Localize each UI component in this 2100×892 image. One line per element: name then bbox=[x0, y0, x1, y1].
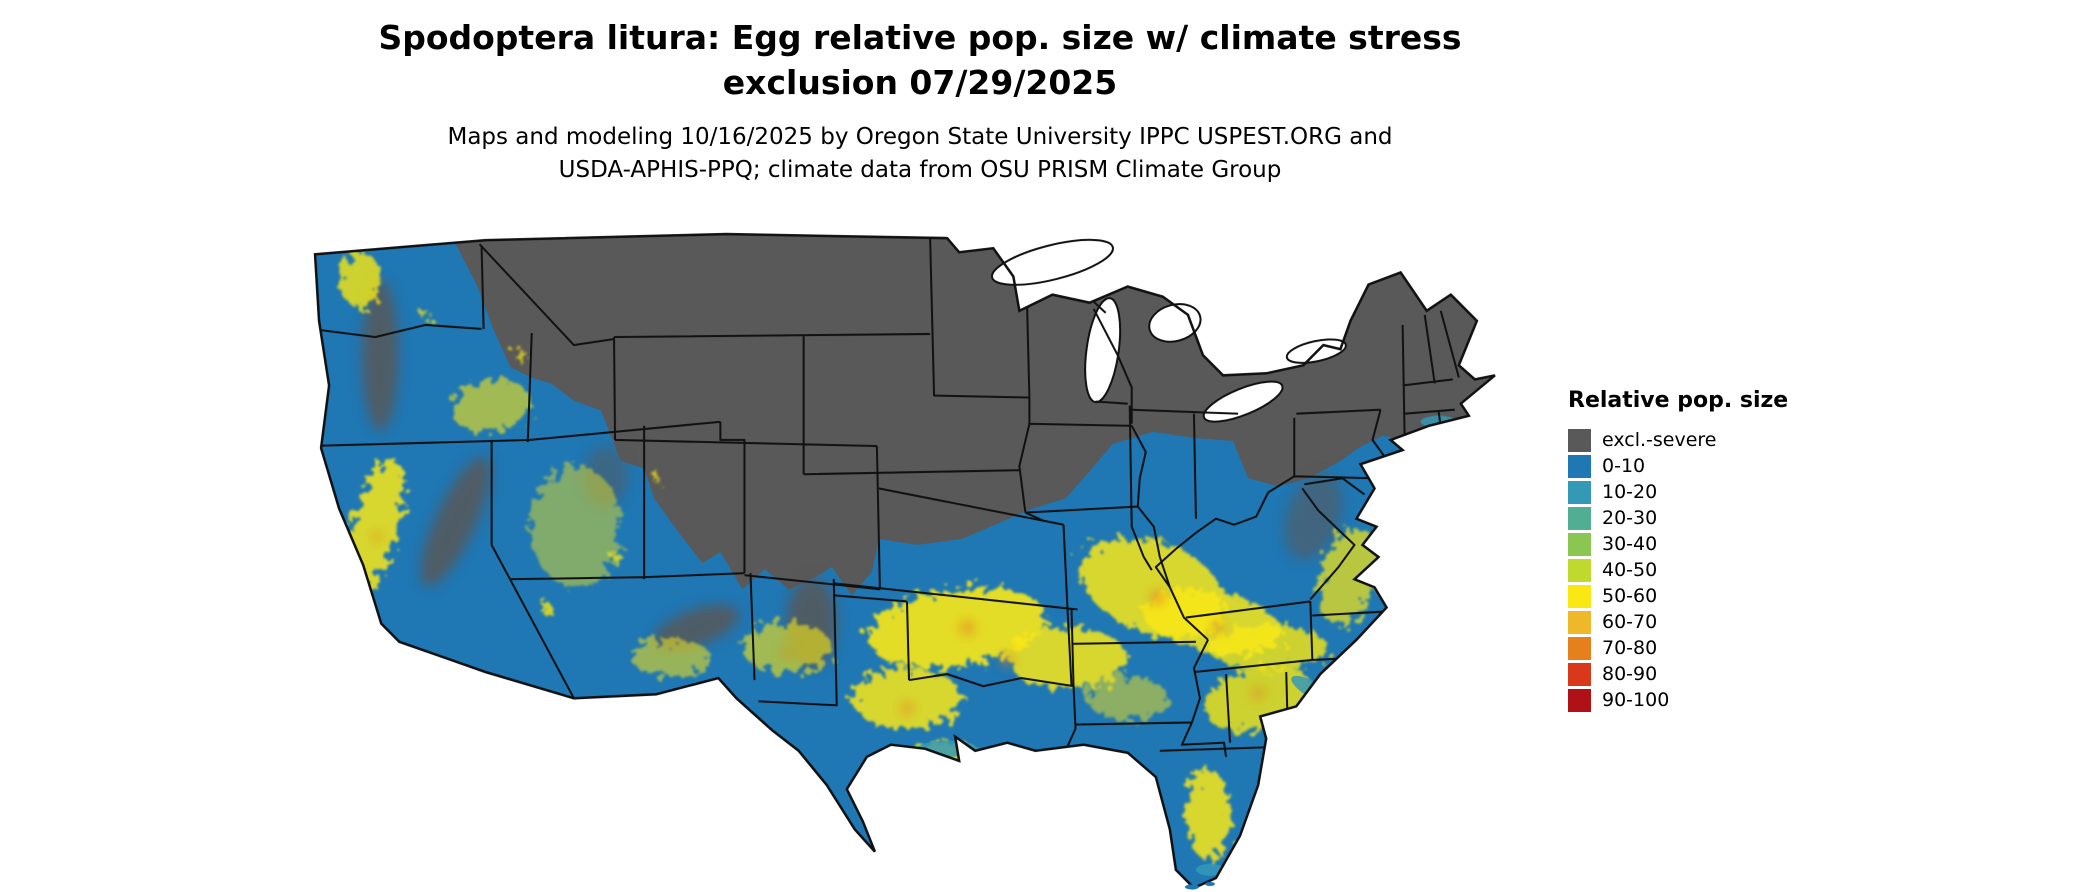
legend-swatch bbox=[1568, 662, 1591, 686]
legend-swatch bbox=[1568, 584, 1591, 608]
legend-swatch bbox=[1568, 558, 1591, 582]
legend-swatch bbox=[1568, 428, 1591, 452]
legend-label: 80-90 bbox=[1602, 662, 1658, 685]
florida-keys bbox=[1184, 881, 1215, 890]
legend-item-10-20: 10-20 bbox=[1568, 479, 1828, 505]
legend-item-20-30: 20-30 bbox=[1568, 505, 1828, 531]
legend-swatch bbox=[1568, 636, 1591, 660]
legend-item-90-100: 90-100 bbox=[1568, 687, 1828, 713]
legend-swatch bbox=[1568, 610, 1591, 634]
legend-swatch bbox=[1568, 454, 1591, 478]
state-borders-central bbox=[803, 238, 1228, 757]
us-map bbox=[305, 224, 1519, 890]
legend: Relative pop. size excl.-severe 0-10 10-20… bbox=[1568, 388, 1828, 713]
legend-swatch bbox=[1568, 480, 1591, 504]
legend-label: 70-80 bbox=[1602, 636, 1658, 659]
legend-label: 90-100 bbox=[1602, 688, 1670, 711]
legend-swatch bbox=[1568, 688, 1591, 712]
legend-label: 30-40 bbox=[1602, 532, 1658, 555]
legend-label: 60-70 bbox=[1602, 610, 1658, 633]
legend-item-40-50: 40-50 bbox=[1568, 557, 1828, 583]
legend-swatch bbox=[1568, 506, 1591, 530]
legend-item-80-90: 80-90 bbox=[1568, 661, 1828, 687]
legend-item-50-60: 50-60 bbox=[1568, 583, 1828, 609]
legend-item-30-40: 30-40 bbox=[1568, 531, 1828, 557]
legend-label: 40-50 bbox=[1602, 558, 1658, 581]
legend-label: 50-60 bbox=[1602, 584, 1658, 607]
legend-item-0-10: 0-10 bbox=[1568, 453, 1828, 479]
title-line-2: exclusion 07/29/2025 bbox=[722, 62, 1118, 102]
page-title: Spodoptera litura: Egg relative pop. siz… bbox=[0, 16, 1840, 105]
legend-label: 10-20 bbox=[1602, 480, 1658, 503]
subtitle-line-1: Maps and modeling 10/16/2025 by Oregon S… bbox=[447, 124, 1393, 151]
us-map-svg bbox=[313, 232, 1497, 890]
legend-items: excl.-severe 0-10 10-20 20-30 30-40 40-50 50-6… bbox=[1568, 427, 1828, 713]
legend-swatch bbox=[1568, 532, 1591, 556]
legend-item-70-80: 70-80 bbox=[1568, 635, 1828, 661]
page-subtitle: Maps and modeling 10/16/2025 by Oregon S… bbox=[0, 121, 1840, 188]
lake-erie bbox=[1202, 380, 1284, 423]
state-borders-west bbox=[315, 236, 1030, 707]
population-orange-spots bbox=[373, 532, 1264, 714]
legend-item-excl.-severe: excl.-severe bbox=[1568, 427, 1828, 453]
legend-label: 0-10 bbox=[1602, 454, 1646, 477]
legend-label: excl.-severe bbox=[1602, 428, 1717, 451]
legend-title: Relative pop. size bbox=[1568, 388, 1789, 413]
lake-michigan bbox=[1084, 297, 1122, 404]
lake-superior bbox=[990, 238, 1114, 286]
legend-item-60-70: 60-70 bbox=[1568, 609, 1828, 635]
title-line-1: Spodoptera litura: Egg relative pop. siz… bbox=[378, 18, 1462, 57]
legend-label: 20-30 bbox=[1602, 506, 1658, 529]
subtitle-line-2: USDA-APHIS-PPQ; climate data from OSU PR… bbox=[558, 157, 1282, 184]
title-block: Spodoptera litura: Egg relative pop. siz… bbox=[0, 16, 1840, 188]
